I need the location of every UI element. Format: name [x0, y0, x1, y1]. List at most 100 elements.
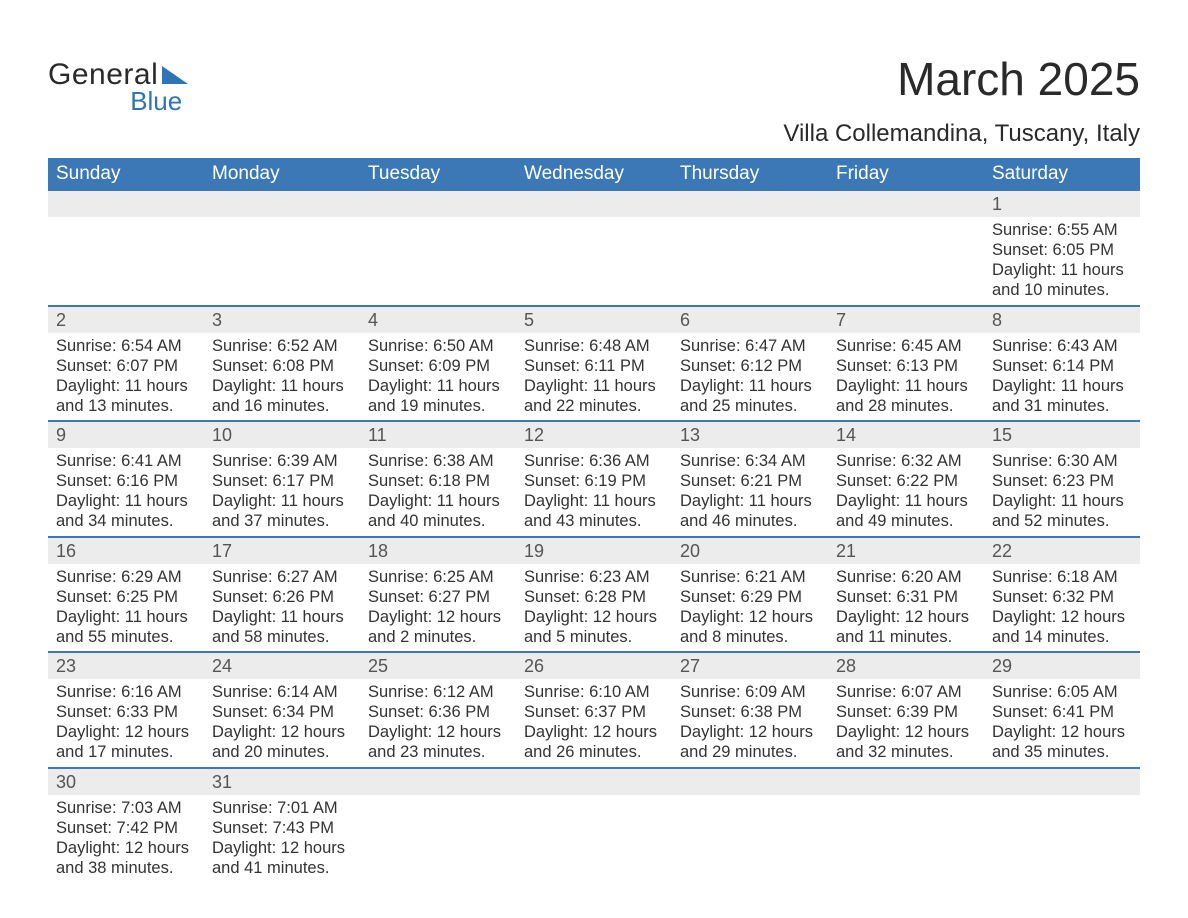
cell-body: Sunrise: 6:34 AMSunset: 6:21 PMDaylight:… [672, 448, 828, 536]
calendar-cell: 14Sunrise: 6:32 AMSunset: 6:22 PMDayligh… [828, 422, 984, 536]
sunrise-line: Sunrise: 6:41 AM [56, 451, 196, 471]
sunrise-line: Sunrise: 6:09 AM [680, 682, 820, 702]
day-number [360, 769, 516, 795]
daylight-line: Daylight: 12 hours and 17 minutes. [56, 722, 196, 762]
calendar-cell: 7Sunrise: 6:45 AMSunset: 6:13 PMDaylight… [828, 307, 984, 421]
day-number: 29 [984, 653, 1140, 679]
cell-body: Sunrise: 7:01 AMSunset: 7:43 PMDaylight:… [204, 795, 360, 883]
week-row: 1Sunrise: 6:55 AMSunset: 6:05 PMDaylight… [48, 191, 1140, 305]
sunrise-line: Sunrise: 6:23 AM [524, 567, 664, 587]
sunset-line: Sunset: 6:21 PM [680, 471, 820, 491]
sunset-line: Sunset: 6:38 PM [680, 702, 820, 722]
cell-body: Sunrise: 6:50 AMSunset: 6:09 PMDaylight:… [360, 333, 516, 421]
daylight-line: Daylight: 11 hours and 46 minutes. [680, 491, 820, 531]
daylight-line: Daylight: 11 hours and 19 minutes. [368, 376, 508, 416]
cell-body: Sunrise: 6:54 AMSunset: 6:07 PMDaylight:… [48, 333, 204, 421]
sunrise-line: Sunrise: 6:32 AM [836, 451, 976, 471]
daylight-line: Daylight: 11 hours and 28 minutes. [836, 376, 976, 416]
cell-body [516, 217, 672, 224]
calendar-cell: 15Sunrise: 6:30 AMSunset: 6:23 PMDayligh… [984, 422, 1140, 536]
daylight-line: Daylight: 11 hours and 34 minutes. [56, 491, 196, 531]
daylight-line: Daylight: 12 hours and 11 minutes. [836, 607, 976, 647]
daylight-line: Daylight: 12 hours and 32 minutes. [836, 722, 976, 762]
day-number [48, 191, 204, 217]
sunset-line: Sunset: 6:26 PM [212, 587, 352, 607]
day-number: 28 [828, 653, 984, 679]
weekday-header: Friday [828, 158, 984, 191]
calendar-cell [516, 191, 672, 305]
sunrise-line: Sunrise: 6:43 AM [992, 336, 1132, 356]
daylight-line: Daylight: 12 hours and 35 minutes. [992, 722, 1132, 762]
calendar-cell: 30Sunrise: 7:03 AMSunset: 7:42 PMDayligh… [48, 769, 204, 883]
daylight-line: Daylight: 11 hours and 52 minutes. [992, 491, 1132, 531]
day-number: 10 [204, 422, 360, 448]
cell-body [360, 795, 516, 802]
sunset-line: Sunset: 6:19 PM [524, 471, 664, 491]
calendar-cell: 2Sunrise: 6:54 AMSunset: 6:07 PMDaylight… [48, 307, 204, 421]
day-number: 26 [516, 653, 672, 679]
cell-body [360, 217, 516, 224]
cell-body: Sunrise: 7:03 AMSunset: 7:42 PMDaylight:… [48, 795, 204, 883]
daylight-line: Daylight: 11 hours and 37 minutes. [212, 491, 352, 531]
day-number: 12 [516, 422, 672, 448]
sunset-line: Sunset: 6:25 PM [56, 587, 196, 607]
cell-body: Sunrise: 6:25 AMSunset: 6:27 PMDaylight:… [360, 564, 516, 652]
cell-body: Sunrise: 6:52 AMSunset: 6:08 PMDaylight:… [204, 333, 360, 421]
daylight-line: Daylight: 12 hours and 26 minutes. [524, 722, 664, 762]
calendar-cell: 29Sunrise: 6:05 AMSunset: 6:41 PMDayligh… [984, 653, 1140, 767]
day-number: 18 [360, 538, 516, 564]
day-number: 25 [360, 653, 516, 679]
calendar-cell: 21Sunrise: 6:20 AMSunset: 6:31 PMDayligh… [828, 538, 984, 652]
sunrise-line: Sunrise: 6:07 AM [836, 682, 976, 702]
week-row: 16Sunrise: 6:29 AMSunset: 6:25 PMDayligh… [48, 536, 1140, 652]
cell-body: Sunrise: 6:48 AMSunset: 6:11 PMDaylight:… [516, 333, 672, 421]
cell-body: Sunrise: 6:07 AMSunset: 6:39 PMDaylight:… [828, 679, 984, 767]
sunrise-line: Sunrise: 6:36 AM [524, 451, 664, 471]
cell-body: Sunrise: 6:27 AMSunset: 6:26 PMDaylight:… [204, 564, 360, 652]
sunrise-line: Sunrise: 6:48 AM [524, 336, 664, 356]
cell-body: Sunrise: 6:41 AMSunset: 6:16 PMDaylight:… [48, 448, 204, 536]
cell-body: Sunrise: 6:05 AMSunset: 6:41 PMDaylight:… [984, 679, 1140, 767]
month-title: March 2025 [783, 52, 1140, 106]
calendar-cell: 31Sunrise: 7:01 AMSunset: 7:43 PMDayligh… [204, 769, 360, 883]
cell-body [828, 217, 984, 224]
week-row: 23Sunrise: 6:16 AMSunset: 6:33 PMDayligh… [48, 651, 1140, 767]
sunset-line: Sunset: 6:32 PM [992, 587, 1132, 607]
calendar-cell [828, 191, 984, 305]
day-number: 3 [204, 307, 360, 333]
day-number [516, 769, 672, 795]
sunset-line: Sunset: 6:05 PM [992, 240, 1132, 260]
cell-body [516, 795, 672, 802]
day-number: 4 [360, 307, 516, 333]
sunset-line: Sunset: 6:28 PM [524, 587, 664, 607]
weekday-header-row: SundayMondayTuesdayWednesdayThursdayFrid… [48, 158, 1140, 191]
sunset-line: Sunset: 6:08 PM [212, 356, 352, 376]
daylight-line: Daylight: 11 hours and 40 minutes. [368, 491, 508, 531]
cell-body [48, 217, 204, 224]
cell-body: Sunrise: 6:29 AMSunset: 6:25 PMDaylight:… [48, 564, 204, 652]
sunset-line: Sunset: 6:29 PM [680, 587, 820, 607]
sunset-line: Sunset: 7:42 PM [56, 818, 196, 838]
cell-body: Sunrise: 6:45 AMSunset: 6:13 PMDaylight:… [828, 333, 984, 421]
sunrise-line: Sunrise: 6:10 AM [524, 682, 664, 702]
sunrise-line: Sunrise: 6:16 AM [56, 682, 196, 702]
sunrise-line: Sunrise: 7:01 AM [212, 798, 352, 818]
sunset-line: Sunset: 6:18 PM [368, 471, 508, 491]
weeks-container: 1Sunrise: 6:55 AMSunset: 6:05 PMDaylight… [48, 191, 1140, 882]
day-number [516, 191, 672, 217]
daylight-line: Daylight: 11 hours and 55 minutes. [56, 607, 196, 647]
sunrise-line: Sunrise: 6:50 AM [368, 336, 508, 356]
calendar-cell: 18Sunrise: 6:25 AMSunset: 6:27 PMDayligh… [360, 538, 516, 652]
calendar-cell: 24Sunrise: 6:14 AMSunset: 6:34 PMDayligh… [204, 653, 360, 767]
calendar-cell [984, 769, 1140, 883]
calendar-cell: 6Sunrise: 6:47 AMSunset: 6:12 PMDaylight… [672, 307, 828, 421]
day-number: 16 [48, 538, 204, 564]
logo: General Blue [48, 58, 188, 117]
day-number: 7 [828, 307, 984, 333]
sunset-line: Sunset: 6:07 PM [56, 356, 196, 376]
day-number [672, 191, 828, 217]
day-number: 20 [672, 538, 828, 564]
calendar-cell [516, 769, 672, 883]
sunrise-line: Sunrise: 6:29 AM [56, 567, 196, 587]
calendar-cell: 27Sunrise: 6:09 AMSunset: 6:38 PMDayligh… [672, 653, 828, 767]
